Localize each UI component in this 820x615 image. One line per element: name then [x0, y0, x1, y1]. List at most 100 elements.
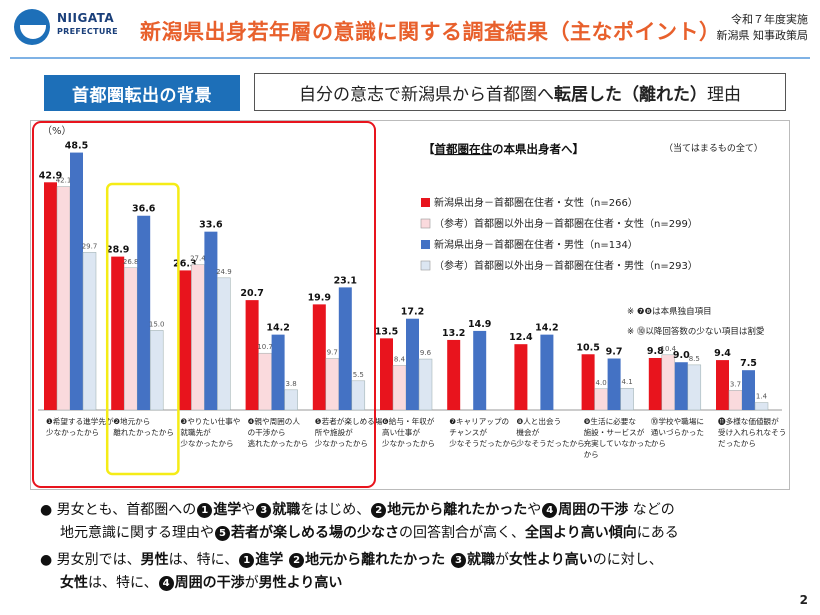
- data-label: 14.9: [468, 319, 491, 330]
- category-label: チャンスが: [449, 427, 487, 437]
- b1-bold: 進学: [213, 502, 242, 518]
- bar: [728, 390, 743, 411]
- category-label: ❷地元から: [113, 416, 150, 426]
- category-label: ❸やりたい仕事や: [180, 416, 240, 426]
- bar: [312, 304, 326, 410]
- b4-bold: 周囲の干渉: [174, 575, 245, 591]
- bar: [137, 215, 151, 410]
- data-label: 26.8: [123, 258, 139, 266]
- category-label: 高い仕事が: [382, 427, 420, 437]
- bar: [44, 182, 57, 410]
- data-label: 7.5: [740, 358, 757, 369]
- bar: [178, 270, 192, 410]
- num-badge: 3: [256, 503, 272, 518]
- bar: [351, 380, 366, 411]
- data-label: 26.3: [173, 258, 196, 269]
- bar: [648, 357, 662, 410]
- logo-text-prefecture: PREFECTURE: [57, 27, 118, 36]
- data-label: 13.2: [442, 328, 465, 339]
- b1-text: をはじめ、: [300, 502, 371, 518]
- b2-bold: 若者が楽しめる場の少なさ: [231, 525, 399, 541]
- category-label: 少なそうだったから: [516, 439, 584, 448]
- data-label: 9.7: [606, 347, 623, 358]
- logo-wave-icon: [20, 25, 46, 39]
- b3-bold: 地元から離れたかった: [305, 552, 451, 568]
- num-badge: 4: [158, 576, 174, 591]
- b3-text: ● 男女別では、: [40, 552, 141, 568]
- b1-bold: 地元から離れたかった: [387, 502, 528, 518]
- data-label: 33.6: [199, 220, 223, 231]
- bar: [742, 370, 755, 410]
- category-label: 逃れたかったから: [248, 438, 309, 448]
- bar: [258, 352, 272, 411]
- b1-bold: 就職: [272, 502, 301, 518]
- b1-text: や: [241, 502, 256, 518]
- bar: [716, 360, 729, 410]
- bar: [620, 387, 634, 411]
- data-label: 9.0: [673, 350, 690, 361]
- bar: [245, 300, 259, 410]
- category-label: ❹親や周囲の人: [248, 416, 301, 426]
- bar: [123, 267, 138, 411]
- category-label: 少なかったから: [315, 439, 368, 448]
- b1-text: や: [527, 502, 542, 518]
- data-label: 1.4: [756, 393, 768, 401]
- data-label: 27.4: [190, 255, 206, 263]
- bar: [754, 402, 769, 411]
- data-label: 9.6: [420, 349, 432, 357]
- data-label: 12.4: [509, 332, 533, 343]
- data-label: 10.5: [576, 342, 599, 353]
- data-label: 5.5: [353, 371, 364, 379]
- b4-bold: 女性: [60, 575, 88, 591]
- survey-year: 令和７年度実施: [731, 13, 808, 26]
- category-label: ❾生活に必要な: [584, 416, 637, 426]
- bar: [473, 330, 487, 410]
- data-label: 4.1: [622, 378, 633, 386]
- data-label: 8.4: [394, 355, 406, 363]
- category-label: だったから: [718, 439, 756, 448]
- data-label: 9.4: [714, 348, 731, 359]
- num-badge: 3: [451, 553, 467, 568]
- category-label: 離れたかったから: [113, 427, 174, 437]
- unit-label: （%）: [42, 125, 72, 137]
- legend-label: （参考）首都圏以外出身－首都圏在住者・女性（n=299）: [434, 217, 698, 230]
- legend-label: 新潟県出身－首都圏在住者・女性（n=266）: [434, 196, 638, 209]
- subtitle-suffix: 理由: [707, 84, 741, 105]
- b3-bold: 男性: [140, 552, 169, 568]
- bar: [581, 354, 595, 410]
- bar: [406, 318, 419, 410]
- subtitle-text: 自分の意志で新潟県から首都圏へ: [299, 84, 554, 105]
- chart-panel: [30, 120, 790, 490]
- bar: [70, 152, 83, 411]
- highlight-box-yellow: [105, 182, 180, 476]
- highlight-box-red: [32, 121, 376, 488]
- section-subtitle: 自分の意志で新潟県から首都圏へ 転居した（離れた） 理由: [254, 73, 786, 111]
- bar: [392, 365, 407, 411]
- num-badge: 4: [542, 503, 558, 518]
- bar: [149, 330, 164, 411]
- b2-text: の回答割合が高く、: [399, 525, 525, 541]
- b3-bold: 進学: [255, 552, 289, 568]
- num-badge: 2: [289, 553, 305, 568]
- data-label: 13.5: [375, 326, 398, 337]
- legend-swatch: [420, 260, 431, 271]
- bar: [687, 364, 702, 411]
- bar: [271, 334, 285, 410]
- data-label: 10.4: [661, 345, 677, 353]
- category-label: ❻給与・年収が: [382, 416, 435, 426]
- data-label: 28.9: [106, 245, 129, 256]
- b3-text: が: [495, 552, 510, 568]
- data-label: 3.8: [286, 380, 297, 388]
- category-label: 施設・サービスが: [584, 427, 645, 437]
- bar: [338, 287, 352, 410]
- num-badge: 5: [215, 526, 230, 541]
- data-label: 17.2: [401, 307, 424, 318]
- section-tag: 首都圏転出の背景: [44, 75, 240, 111]
- category-label: 所や施設が: [315, 427, 353, 437]
- bar: [447, 339, 461, 410]
- logo-text-niigata: NIIGATA: [57, 11, 115, 25]
- legend-swatch: [420, 218, 431, 229]
- b3-text: は、特に、: [168, 552, 239, 568]
- b2-text: にある: [636, 525, 679, 541]
